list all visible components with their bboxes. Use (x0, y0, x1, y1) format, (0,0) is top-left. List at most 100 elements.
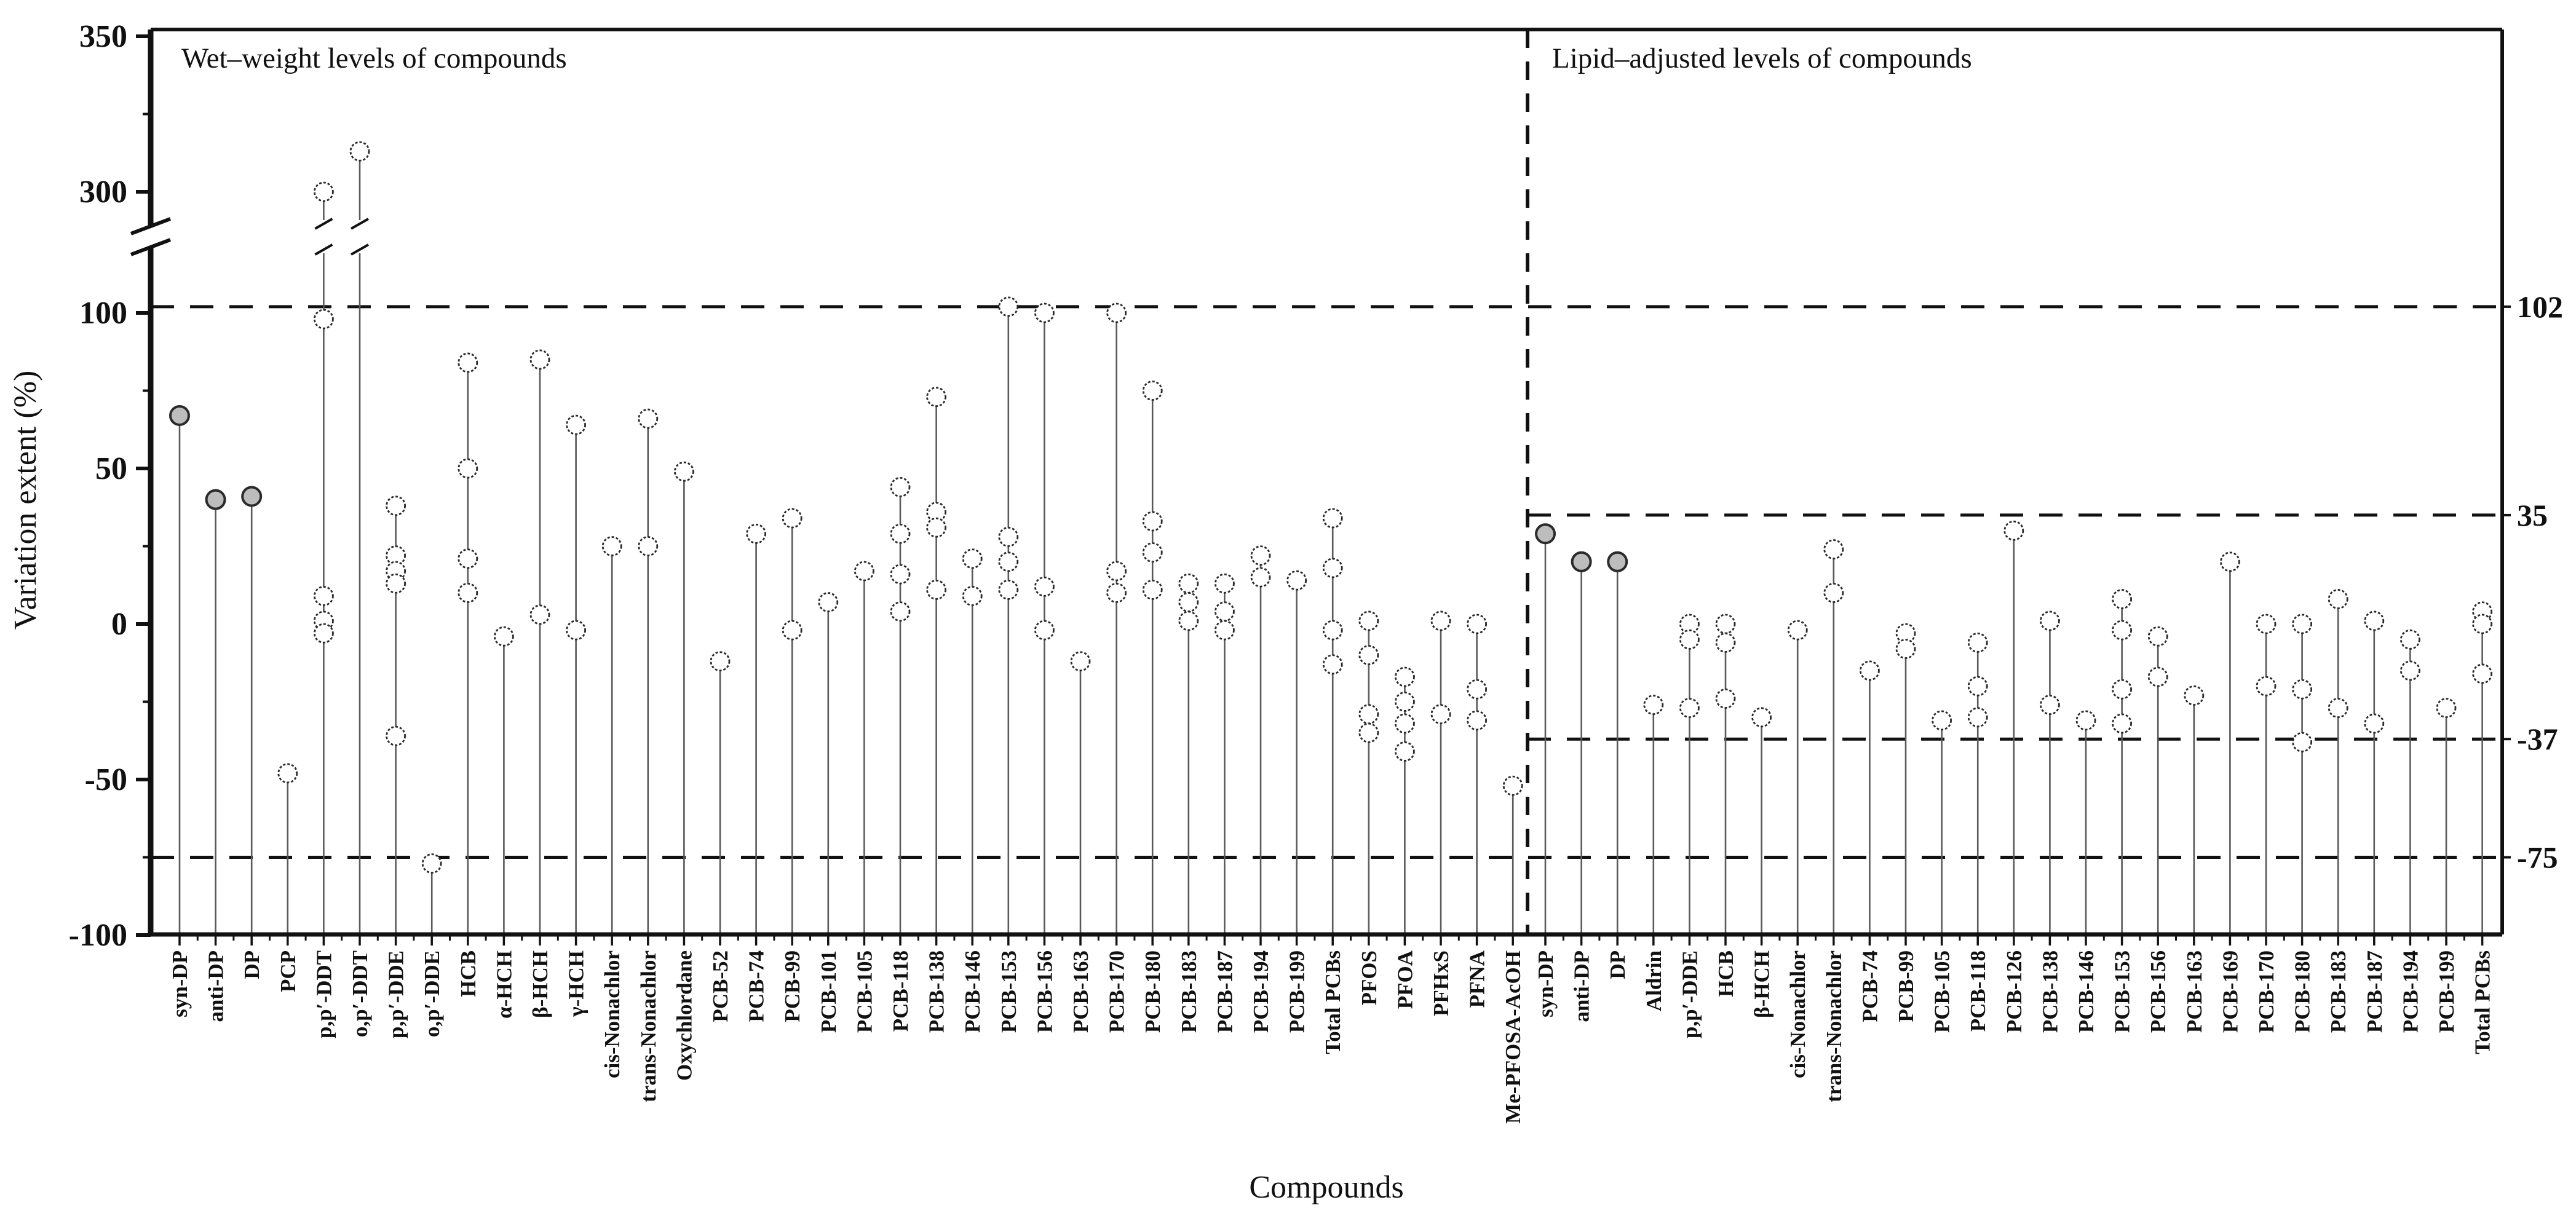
data-point-circle (1967, 632, 1988, 653)
data-point-circle (1394, 713, 1415, 734)
data-point-circle (2112, 713, 2133, 734)
data-point-circle (1467, 710, 1488, 731)
compound-label: γ-HCH (565, 950, 589, 1017)
compound-label: PCB-146 (2074, 950, 2098, 1033)
data-point-circle (458, 352, 478, 373)
data-point-circle (1215, 601, 1235, 622)
data-point-circle (205, 489, 226, 510)
x-axis-title: Compounds (1249, 1170, 1403, 1205)
data-point-circle (2472, 614, 2493, 634)
data-point-circle (1178, 592, 1199, 612)
data-point-circle (1967, 676, 1988, 697)
data-point-circle (854, 561, 874, 582)
y-tick-label: -50 (85, 762, 127, 797)
compound-label: PCB-146 (961, 950, 985, 1033)
data-point-circle (926, 579, 946, 600)
compound-label: syn-DP (168, 950, 192, 1017)
compound-label: PCB-156 (1032, 950, 1056, 1033)
data-point-circle (2112, 679, 2133, 700)
compound-label: Me-PFOSA-AcOH (1501, 950, 1525, 1124)
compound-label: syn-DP (1534, 950, 1558, 1017)
data-point-circle (1358, 610, 1379, 631)
compound-label: PCB-138 (925, 950, 949, 1033)
data-point-circle (926, 387, 946, 408)
compound-label: PCB-183 (1177, 950, 1201, 1033)
data-point-circle (2003, 520, 2024, 541)
data-point-circle (2292, 679, 2313, 700)
data-point-circle (2472, 663, 2493, 684)
data-point-circle (314, 309, 334, 330)
compound-label: PCB-183 (2326, 950, 2350, 1033)
compound-label: PCB-187 (2363, 950, 2387, 1033)
data-point-circle (1715, 632, 1736, 653)
data-point-circle (386, 573, 406, 594)
compound-label: PCB-118 (889, 950, 913, 1032)
compound-label: HCB (456, 950, 480, 997)
y-tick-label: 0 (111, 607, 127, 642)
data-point-circle (926, 517, 946, 538)
data-point-circle (1607, 551, 1628, 572)
axis-break-slash (130, 217, 172, 235)
compound-label: PCB-153 (2110, 950, 2134, 1033)
compound-label: PCB-187 (1213, 950, 1237, 1033)
data-point-circle (890, 476, 911, 497)
data-point-circle (1715, 689, 1736, 709)
compound-label: PCB-199 (2435, 950, 2459, 1033)
data-point-circle (386, 495, 406, 516)
data-point-circle (1215, 573, 1235, 594)
data-point-circle (1787, 620, 1808, 641)
compound-label: PCB-99 (1894, 950, 1918, 1022)
data-point-circle (1142, 511, 1163, 532)
compound-label: o,p′-DDT (348, 950, 372, 1037)
data-point-circle (962, 548, 983, 569)
data-point-circle (1106, 561, 1127, 582)
data-point-circle (1142, 381, 1163, 401)
compound-label: PCB-105 (1930, 950, 1954, 1033)
compound-label: PCB-180 (2291, 950, 2315, 1033)
data-point-circle (1467, 679, 1488, 700)
data-point-circle (1322, 508, 1343, 529)
compound-label: PCB-163 (1069, 950, 1093, 1033)
panel-title-left: Wet–weight levels of compounds (181, 42, 567, 74)
compound-label: PCB-169 (2218, 950, 2242, 1033)
data-point-circle (1070, 651, 1091, 672)
data-point-circle (1322, 558, 1343, 578)
data-point-circle (566, 620, 586, 641)
data-point-circle (1394, 666, 1415, 687)
data-point-circle (2292, 614, 2313, 634)
compound-label: cis-Nonachlor (600, 950, 624, 1078)
data-point-circle (314, 181, 334, 202)
data-point-circle (710, 651, 731, 672)
compound-label: anti-DP (204, 950, 228, 1022)
data-point-circle (2436, 698, 2457, 719)
data-point-circle (1895, 639, 1916, 659)
compound-label: PCB-194 (2398, 950, 2422, 1033)
y-tick-label: 300 (79, 175, 127, 210)
data-point-circle (2219, 551, 2240, 572)
compound-label: PCB-194 (1249, 950, 1273, 1033)
data-point-circle (2292, 732, 2313, 752)
data-point-circle (2039, 610, 2060, 631)
data-point-circle (1430, 704, 1451, 725)
data-point-circle (1679, 698, 1700, 719)
data-point-circle (386, 725, 406, 746)
compound-label: HCB (1714, 950, 1738, 997)
data-point-circle (1178, 573, 1199, 594)
y-tick-label: -100 (69, 918, 127, 953)
compound-label: α-HCH (492, 950, 516, 1019)
compound-label: p,p′-DDE (384, 950, 408, 1038)
compound-label: DP (1606, 950, 1630, 979)
stem-break-slash (351, 218, 369, 230)
compound-label: p,p′-DDT (312, 950, 336, 1038)
data-point-circle (1358, 722, 1379, 743)
compound-label: trans-Nonachlor (636, 950, 660, 1102)
data-point-circle (782, 620, 803, 641)
stem-break-slash (314, 243, 333, 256)
compound-label: PCP (276, 950, 300, 992)
compound-label: DP (240, 950, 264, 979)
compound-label: PCB-105 (852, 950, 876, 1033)
data-point-circle (241, 486, 263, 507)
data-point-circle (1250, 545, 1271, 566)
data-point-circle (2147, 626, 2168, 647)
data-point-circle (169, 405, 190, 426)
